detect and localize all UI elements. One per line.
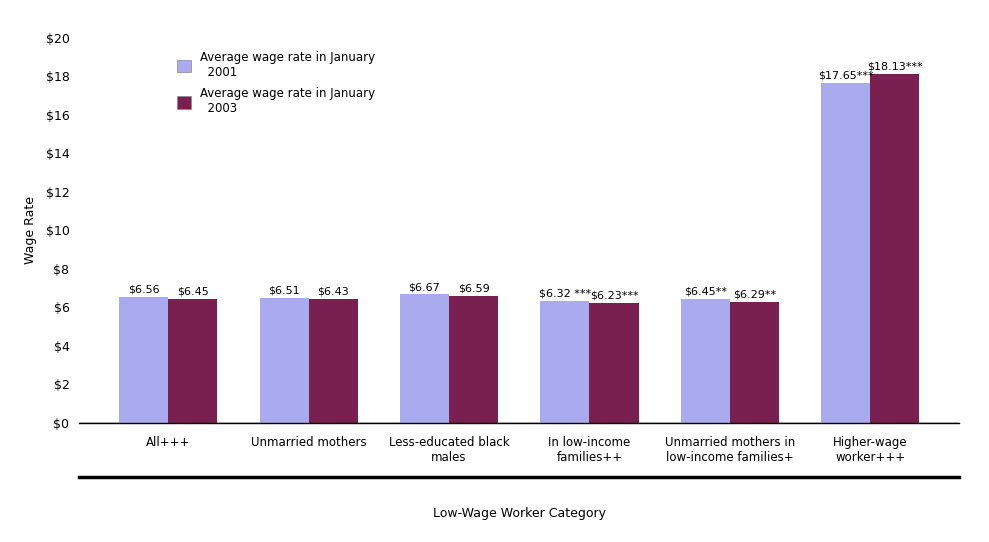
Bar (259, 298, 309, 423)
Text: $6.56: $6.56 (128, 284, 159, 294)
Text: $17.65***: $17.65*** (818, 71, 873, 81)
Text: Low-Wage Worker Category: Low-Wage Worker Category (433, 507, 605, 520)
Text: $6.45: $6.45 (177, 286, 209, 296)
Text: $6.67: $6.67 (408, 282, 440, 292)
Text: $6.51: $6.51 (268, 285, 300, 295)
Text: $18.13***: $18.13*** (867, 62, 923, 72)
Legend: Average wage rate in January
  2001, Average wage rate in January
  2003: Average wage rate in January 2001, Avera… (173, 48, 379, 119)
Y-axis label: Wage Rate: Wage Rate (24, 196, 38, 264)
Text: $6.45**: $6.45** (683, 286, 727, 296)
Bar (309, 299, 358, 423)
Bar (821, 83, 870, 423)
Bar (168, 299, 218, 423)
Bar (730, 302, 779, 423)
Bar (680, 299, 730, 423)
Bar (870, 74, 920, 423)
Text: $6.43: $6.43 (317, 287, 349, 296)
Text: $6.59: $6.59 (458, 283, 490, 294)
Text: $6.23***: $6.23*** (589, 291, 638, 301)
Bar (400, 294, 449, 423)
Text: $6.32 ***: $6.32 *** (539, 289, 590, 299)
Bar (449, 296, 498, 423)
Bar (119, 296, 168, 423)
Text: $6.29**: $6.29** (733, 289, 776, 299)
Bar (540, 301, 589, 423)
Bar (589, 303, 639, 423)
